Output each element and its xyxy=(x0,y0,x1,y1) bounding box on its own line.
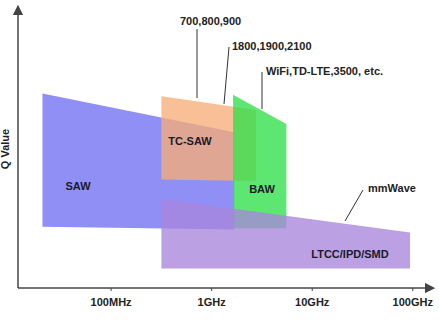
x-tick-label: 1GHz xyxy=(198,296,227,308)
chart: SAWTC-SAWBAWLTCC/IPD/SMD100MHz1GHz10GHz1… xyxy=(0,0,439,333)
annotation: mmWave xyxy=(368,182,416,194)
x-tick-mark xyxy=(412,288,413,291)
annotation-line xyxy=(224,47,229,104)
region-3 xyxy=(161,199,410,269)
x-tick: 1GHz xyxy=(198,288,227,308)
y-axis-line xyxy=(17,10,19,288)
x-tick-label: 100MHz xyxy=(91,296,132,308)
region-label: BAW xyxy=(249,183,275,195)
x-axis-line xyxy=(18,287,430,289)
x-tick-mark xyxy=(211,288,212,291)
x-tick-label: 100GHz xyxy=(393,296,434,308)
annotation: 1800,1900,2100 xyxy=(232,40,312,52)
x-tick-label: 10GHz xyxy=(295,296,330,308)
x-tick: 100GHz xyxy=(393,288,434,308)
plot-area xyxy=(42,93,410,268)
y-axis-title: Q Value xyxy=(0,129,11,169)
annotation: WiFi,TD-LTE,3500, etc. xyxy=(266,65,383,77)
y-axis xyxy=(18,10,19,288)
x-tick-mark xyxy=(312,288,313,291)
x-axis: 100MHz 1GHz 10GHz 100GHz xyxy=(18,288,433,308)
annotation-line xyxy=(262,72,263,109)
region-label: SAW xyxy=(65,180,91,192)
x-tick-mark xyxy=(111,288,112,291)
annotation-line xyxy=(197,29,198,98)
annotation: 700,800,900 xyxy=(180,15,241,27)
x-tick: 10GHz xyxy=(295,288,330,308)
annotation-line xyxy=(345,190,363,221)
region-2 xyxy=(233,95,286,228)
region-label: TC-SAW xyxy=(168,135,212,147)
region-label: LTCC/IPD/SMD xyxy=(311,248,388,260)
x-tick: 100MHz xyxy=(91,288,132,308)
